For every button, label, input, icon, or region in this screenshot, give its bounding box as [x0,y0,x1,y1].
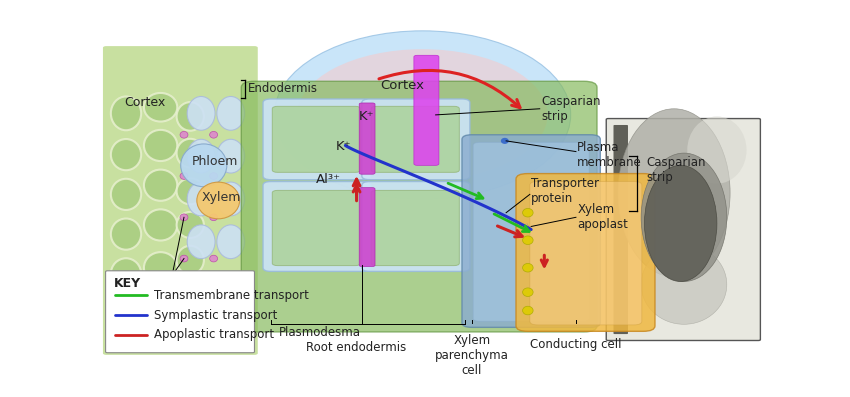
Ellipse shape [217,96,245,130]
Ellipse shape [523,264,533,272]
Text: Plasmodesma: Plasmodesma [280,326,361,339]
Ellipse shape [523,288,533,297]
Text: Xylem
apoplast: Xylem apoplast [577,203,628,231]
FancyBboxPatch shape [530,181,642,325]
Text: Cortex: Cortex [381,79,425,93]
Text: Transporter
protein: Transporter protein [531,177,599,205]
Ellipse shape [641,153,727,281]
Text: Casparian strip: Casparian strip [143,274,233,287]
FancyBboxPatch shape [614,125,628,334]
Ellipse shape [688,116,746,184]
FancyBboxPatch shape [473,143,589,321]
Ellipse shape [177,102,204,131]
Ellipse shape [180,173,188,179]
Ellipse shape [144,93,178,121]
Ellipse shape [644,165,717,281]
Ellipse shape [187,225,215,258]
Text: Al³⁺: Al³⁺ [315,173,341,185]
Ellipse shape [197,182,240,219]
Text: Casparian
strip: Casparian strip [541,95,600,123]
Ellipse shape [187,182,215,216]
FancyBboxPatch shape [606,119,761,341]
FancyBboxPatch shape [272,106,360,172]
Ellipse shape [523,306,533,315]
Ellipse shape [210,255,218,262]
Ellipse shape [144,130,178,161]
Ellipse shape [217,139,245,173]
FancyBboxPatch shape [105,271,254,353]
Ellipse shape [641,245,727,324]
Ellipse shape [210,173,218,179]
Text: Conducting cell: Conducting cell [530,338,621,351]
FancyBboxPatch shape [516,173,655,331]
Ellipse shape [187,139,215,173]
Text: Xylem: Xylem [201,191,241,204]
Text: Transmembrane transport: Transmembrane transport [154,289,309,302]
Text: Cortex: Cortex [125,96,166,109]
Ellipse shape [110,179,141,210]
Ellipse shape [144,252,178,283]
FancyBboxPatch shape [362,181,470,272]
FancyBboxPatch shape [360,103,375,174]
Ellipse shape [110,258,141,289]
Ellipse shape [187,96,215,130]
FancyBboxPatch shape [272,191,360,266]
Ellipse shape [177,139,204,168]
Text: KEY: KEY [114,278,141,291]
FancyBboxPatch shape [241,81,597,332]
Ellipse shape [177,178,204,204]
FancyBboxPatch shape [414,55,439,165]
Text: K⁺: K⁺ [359,110,374,123]
Ellipse shape [501,138,509,144]
Ellipse shape [217,182,245,216]
FancyBboxPatch shape [371,191,459,266]
Ellipse shape [523,236,533,245]
Text: Plasma
membrane: Plasma membrane [577,141,642,169]
FancyBboxPatch shape [103,46,258,355]
FancyBboxPatch shape [263,181,371,272]
Ellipse shape [110,139,141,170]
Ellipse shape [618,109,730,277]
Text: Root endodermis: Root endodermis [307,341,406,354]
FancyBboxPatch shape [360,188,375,266]
FancyBboxPatch shape [371,106,459,172]
Text: Apoplastic transport: Apoplastic transport [154,328,274,341]
Ellipse shape [217,225,245,258]
Text: Phloem: Phloem [192,155,238,168]
Text: K⁺: K⁺ [336,141,351,154]
Text: Xylem
parenchyma
cell: Xylem parenchyma cell [435,334,509,378]
Ellipse shape [110,96,141,130]
Ellipse shape [275,31,570,199]
Ellipse shape [144,209,178,241]
Ellipse shape [523,208,533,217]
Ellipse shape [177,246,204,274]
Text: Endodermis: Endodermis [248,83,318,95]
Text: Symplastic transport: Symplastic transport [154,308,277,322]
FancyBboxPatch shape [362,99,470,180]
Ellipse shape [180,131,188,138]
Ellipse shape [177,212,204,238]
Ellipse shape [210,131,218,138]
Ellipse shape [110,218,141,250]
Ellipse shape [210,214,218,221]
Ellipse shape [298,49,547,181]
FancyBboxPatch shape [263,99,371,180]
Text: Casparian
strip: Casparian strip [647,156,706,184]
Ellipse shape [180,214,188,221]
Ellipse shape [181,144,227,187]
FancyBboxPatch shape [462,135,600,328]
Ellipse shape [144,170,178,201]
Ellipse shape [180,255,188,262]
